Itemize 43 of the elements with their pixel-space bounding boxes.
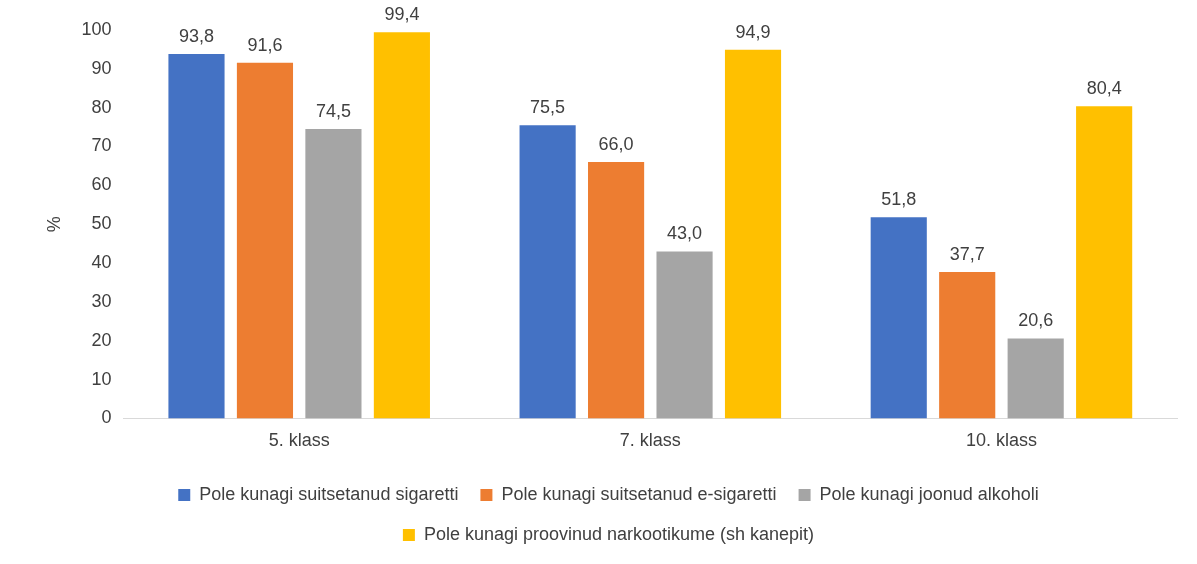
data-label: 66,0 — [598, 134, 634, 155]
legend-label: Pole kunagi suitsetanud e-sigaretti — [501, 483, 777, 504]
bar — [305, 129, 362, 419]
bar — [724, 49, 782, 419]
y-axis-title: % — [43, 216, 64, 233]
bar — [1007, 338, 1064, 419]
x-tick-label: 7. klass — [619, 430, 681, 451]
bar — [588, 162, 645, 419]
data-label: 74,5 — [315, 101, 351, 122]
y-tick-label: 40 — [91, 252, 112, 273]
y-tick-label: 50 — [91, 213, 112, 234]
x-tick-label: 10. klass — [965, 430, 1037, 451]
legend-label: Pole kunagi joonud alkoholi — [819, 483, 1039, 504]
data-label: 93,8 — [178, 26, 215, 47]
bar — [519, 125, 576, 419]
data-label: 75,5 — [530, 97, 566, 118]
y-tick-label: 10 — [91, 368, 112, 389]
bar — [1076, 106, 1133, 419]
legend-label: Pole kunagi suitsetanud sigaretti — [199, 483, 459, 504]
y-tick-label: 0 — [101, 407, 112, 428]
data-label: 80,4 — [1086, 78, 1122, 99]
legend-label: Pole kunagi proovinud narkootikume (sh kanepit) — [423, 523, 815, 544]
data-label: 37,7 — [949, 243, 985, 264]
bar — [236, 62, 294, 419]
bar — [168, 54, 225, 419]
y-tick-label: 80 — [91, 96, 112, 117]
data-label: 43,0 — [667, 223, 703, 244]
y-tick-label: 100 — [81, 18, 112, 39]
data-label: 51,8 — [881, 189, 917, 210]
y-tick-label: 60 — [91, 174, 112, 195]
data-label: 94,9 — [735, 21, 771, 42]
x-tick-label: 5. klass — [268, 430, 330, 451]
bar — [870, 217, 927, 419]
y-tick-label: 90 — [91, 57, 112, 78]
bar — [939, 271, 996, 419]
y-tick-label: 20 — [91, 329, 112, 350]
y-tick-label: 30 — [91, 290, 112, 311]
bar — [656, 251, 713, 419]
data-label: 20,6 — [1018, 310, 1054, 331]
bar — [373, 32, 430, 419]
y-tick-label: 70 — [91, 135, 112, 156]
data-label: 99,4 — [384, 4, 420, 25]
data-label: 91,6 — [247, 34, 283, 55]
